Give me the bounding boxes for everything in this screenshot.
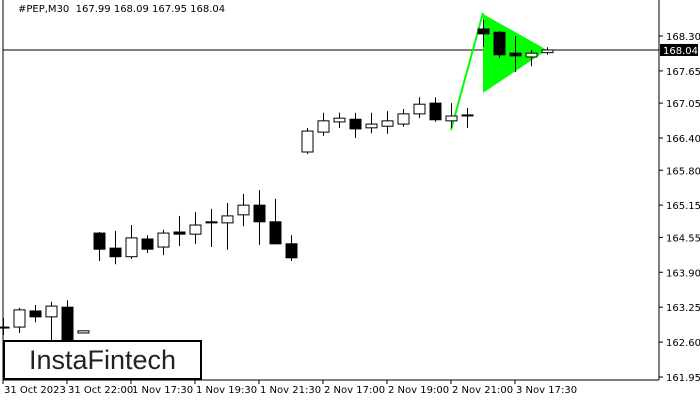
bear-candle — [285, 243, 298, 259]
y-tick-label: 161.95 — [666, 373, 700, 384]
y-tick-label: 165.80 — [666, 166, 700, 177]
y-tick-label: 163.25 — [666, 303, 700, 314]
bull-candle — [525, 52, 538, 58]
bear-candle — [141, 238, 154, 250]
bull-candle — [221, 215, 234, 224]
chart-title: #PEP,M30 167.99 168.09 167.95 168.04 — [18, 4, 225, 15]
bear-candle — [477, 28, 490, 35]
bull-candle — [541, 49, 554, 54]
current-price-badge — [660, 43, 698, 56]
bull-candle — [301, 130, 314, 153]
y-tick-label: 164.55 — [666, 233, 700, 244]
bull-candle — [157, 232, 170, 248]
instafintech-logo: InstaFintech — [3, 340, 202, 380]
x-tick-label: 3 Nov 17:30 — [516, 385, 577, 396]
y-tick-label: 166.40 — [666, 134, 700, 145]
bear-candle — [93, 232, 106, 250]
x-tick-label: 31 Oct 2023 — [4, 385, 66, 396]
bear-candle — [429, 102, 442, 121]
x-tick-label: 1 Nov 17:30 — [132, 385, 193, 396]
symbol-label: #PEP,M30 — [18, 4, 70, 15]
bull-candle — [0, 326, 10, 329]
bear-candle — [109, 247, 122, 258]
bull-candle — [189, 224, 202, 235]
bull-candle — [381, 120, 394, 127]
bull-candle — [397, 113, 410, 125]
bear-candle — [493, 31, 506, 56]
x-tick-label: 1 Nov 21:30 — [260, 385, 321, 396]
x-tick-label: 1 Nov 19:30 — [196, 385, 257, 396]
bull-candle — [125, 237, 138, 258]
bear-candle — [173, 231, 186, 235]
bear-candle — [509, 52, 522, 57]
bull-candle — [13, 309, 26, 328]
bull-candle — [317, 120, 330, 133]
y-tick-label: 162.60 — [666, 338, 700, 349]
bull-candle — [237, 204, 250, 216]
y-tick-label: 163.90 — [666, 268, 700, 279]
bull-candle — [333, 117, 346, 123]
y-tick-label: 167.05 — [666, 99, 700, 110]
y-tick-label: 167.65 — [666, 67, 700, 78]
x-tick-label: 2 Nov 19:00 — [388, 385, 449, 396]
bear-candle — [269, 221, 282, 245]
bull-candle — [365, 123, 378, 129]
bear-candle — [29, 310, 42, 318]
x-tick-label: 2 Nov 17:00 — [324, 385, 385, 396]
ohlc-readout: 167.99 168.09 167.95 168.04 — [75, 4, 226, 15]
y-tick-label: 168.30 — [666, 32, 700, 43]
bear-candle — [253, 204, 266, 223]
bull-candle — [77, 330, 90, 334]
x-tick-label: 31 Oct 22:00 — [68, 385, 133, 396]
bull-candle — [461, 114, 474, 117]
bull-candle — [413, 103, 426, 115]
bear-candle — [349, 118, 362, 130]
bull-candle — [45, 305, 58, 318]
bear-candle — [205, 221, 218, 224]
current-price-label: 168.04 — [663, 46, 698, 57]
bull-candle — [445, 115, 458, 122]
y-tick-label: 165.15 — [666, 201, 700, 212]
x-tick-label: 2 Nov 21:00 — [452, 385, 513, 396]
